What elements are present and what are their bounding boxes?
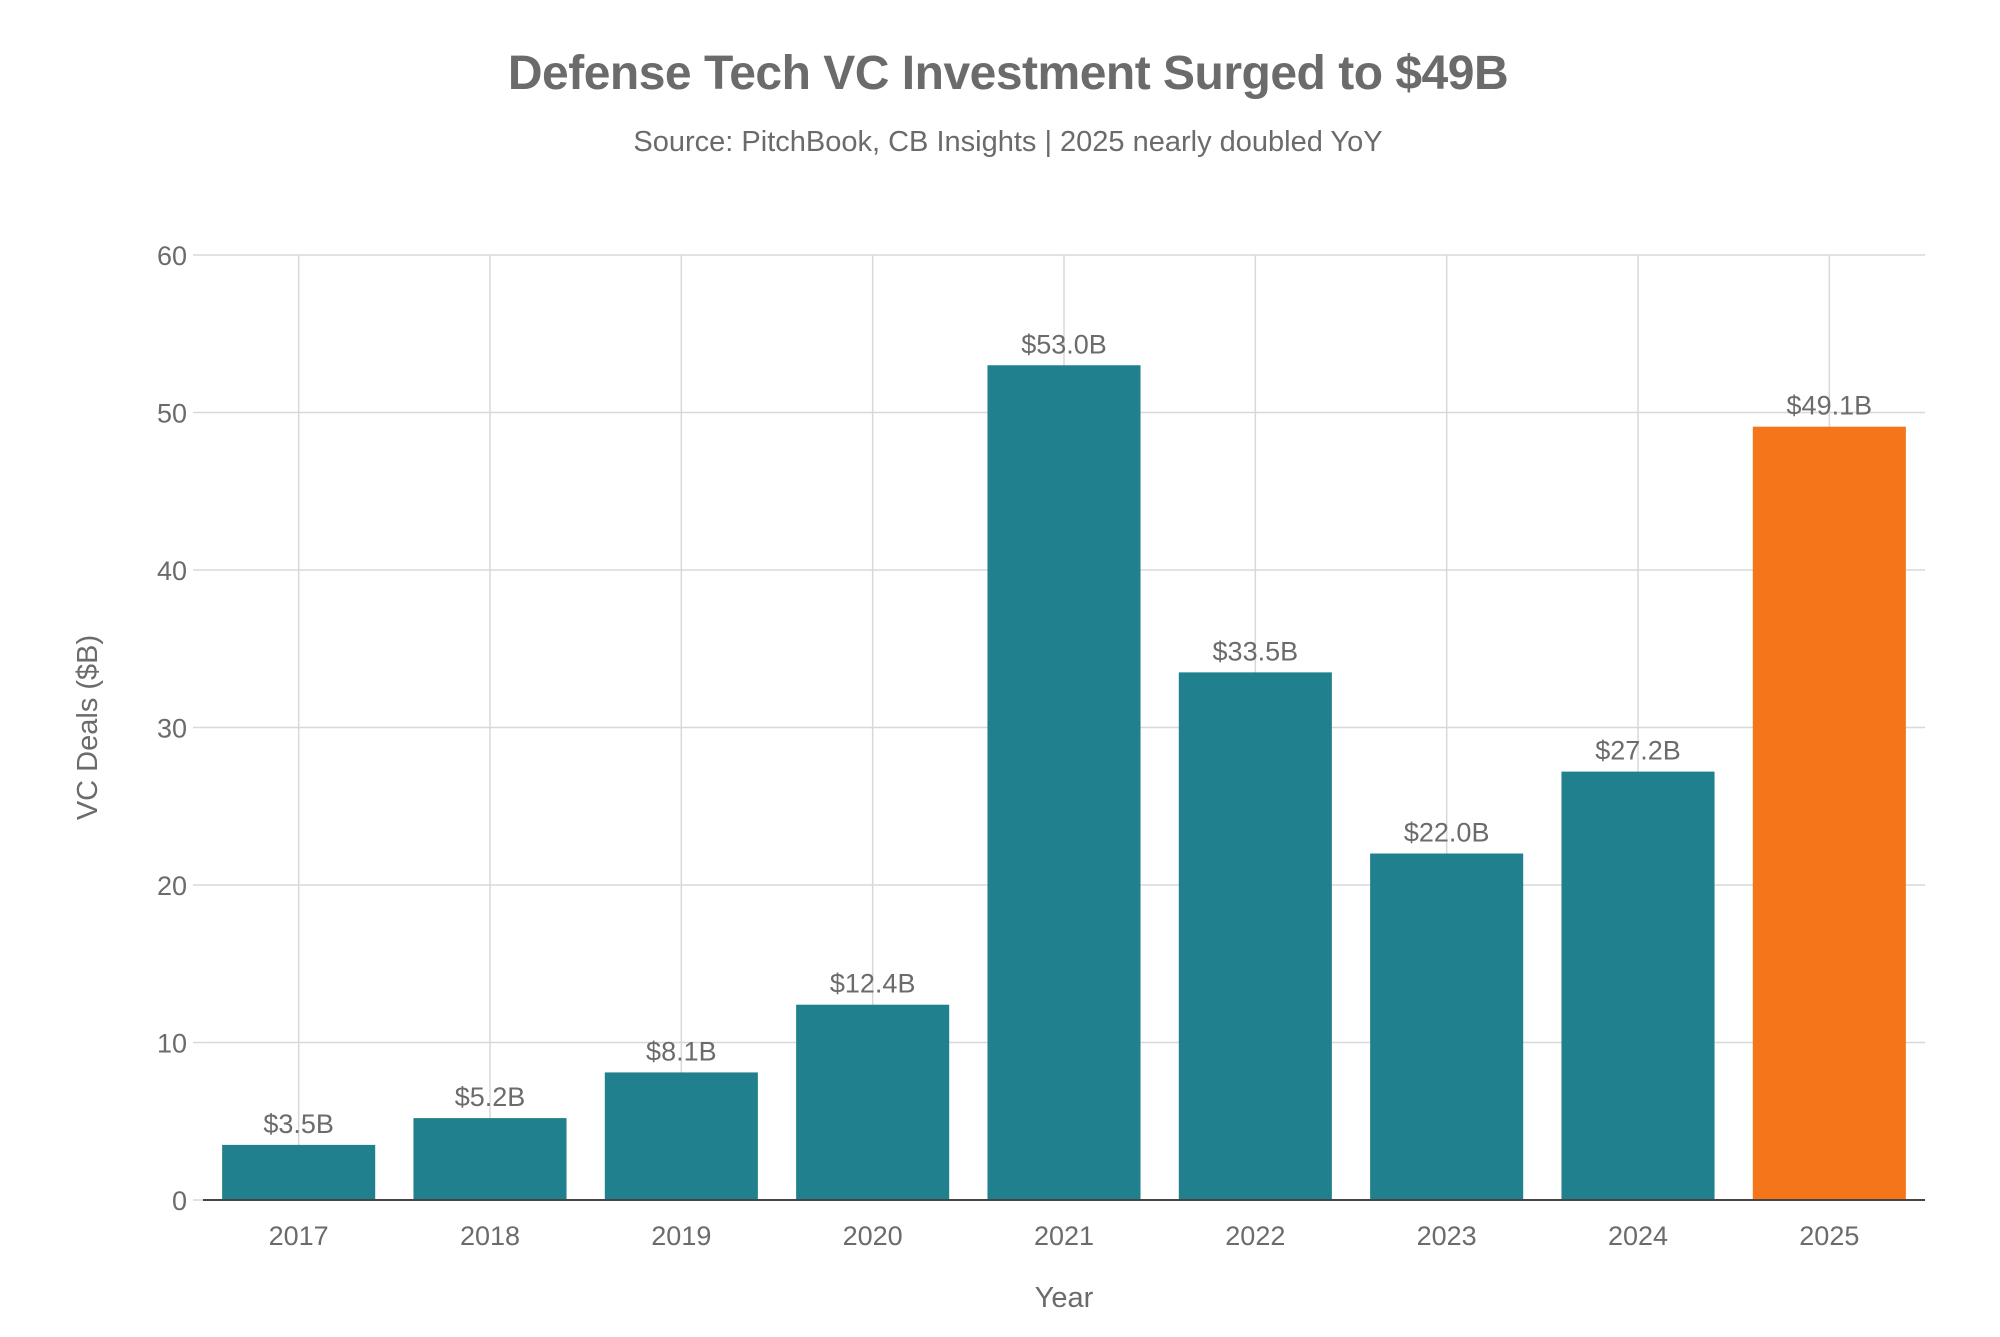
data-label-2024: $27.2B <box>1595 736 1681 766</box>
data-label-2017: $3.5B <box>263 1109 334 1139</box>
x-tick-label-2025: 2025 <box>1799 1221 1859 1251</box>
bar-2025[interactable] <box>1752 426 1906 1200</box>
y-tick-label: 0 <box>172 1186 187 1216</box>
y-tick-label: 20 <box>157 871 187 901</box>
chart-subtitle: Source: PitchBook, CB Insights | 2025 ne… <box>633 126 1383 158</box>
x-tick-label-2017: 2017 <box>269 1221 329 1251</box>
y-axis-title: VC Deals ($B) <box>72 635 104 820</box>
y-tick-label: 60 <box>157 241 187 271</box>
bar-2018[interactable] <box>413 1118 567 1200</box>
x-tick-label-2023: 2023 <box>1417 1221 1477 1251</box>
data-label-2022: $33.5B <box>1213 636 1299 666</box>
data-label-2020: $12.4B <box>830 969 916 999</box>
x-tick-label-2024: 2024 <box>1608 1221 1668 1251</box>
data-label-2018: $5.2B <box>455 1082 526 1112</box>
data-label-2023: $22.0B <box>1404 818 1490 848</box>
bar-2023[interactable] <box>1370 853 1524 1201</box>
y-tick-label: 30 <box>157 714 187 744</box>
bar-2020[interactable] <box>796 1004 950 1200</box>
x-tick-label-2021: 2021 <box>1034 1221 1094 1251</box>
bar-2021[interactable] <box>987 365 1141 1200</box>
bar-2022[interactable] <box>1178 672 1332 1200</box>
bar-2019[interactable] <box>604 1072 758 1200</box>
y-tick-label: 40 <box>157 556 187 586</box>
axes-layer <box>193 254 1925 1201</box>
bars-layer <box>222 365 1906 1200</box>
x-tick-label-2018: 2018 <box>460 1221 520 1251</box>
data-label-2025: $49.1B <box>1787 391 1873 421</box>
x-tick-label-2020: 2020 <box>843 1221 903 1251</box>
y-tick-label: 10 <box>157 1029 187 1059</box>
x-tick-label-2022: 2022 <box>1225 1221 1285 1251</box>
data-label-2021: $53.0B <box>1021 329 1107 359</box>
x-tick-label-2019: 2019 <box>651 1221 711 1251</box>
bar-2024[interactable] <box>1561 771 1715 1200</box>
bar-2017[interactable] <box>222 1144 376 1200</box>
chart-title: Defense Tech VC Investment Surged to $49… <box>507 47 1509 100</box>
y-tick-label: 50 <box>157 399 187 429</box>
data-label-2019: $8.1B <box>646 1036 717 1066</box>
labels-layer: 0 10 20 30 40 50 60 $3.5B 2017 $5.2B 2018 $8.1B 2019… <box>72 241 1872 1314</box>
x-axis-title: Year <box>1035 1282 1094 1314</box>
